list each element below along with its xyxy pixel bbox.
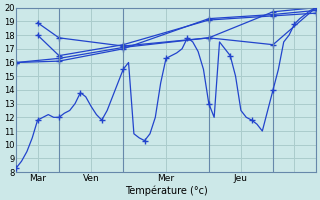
X-axis label: Température (°c): Température (°c) xyxy=(124,185,207,196)
